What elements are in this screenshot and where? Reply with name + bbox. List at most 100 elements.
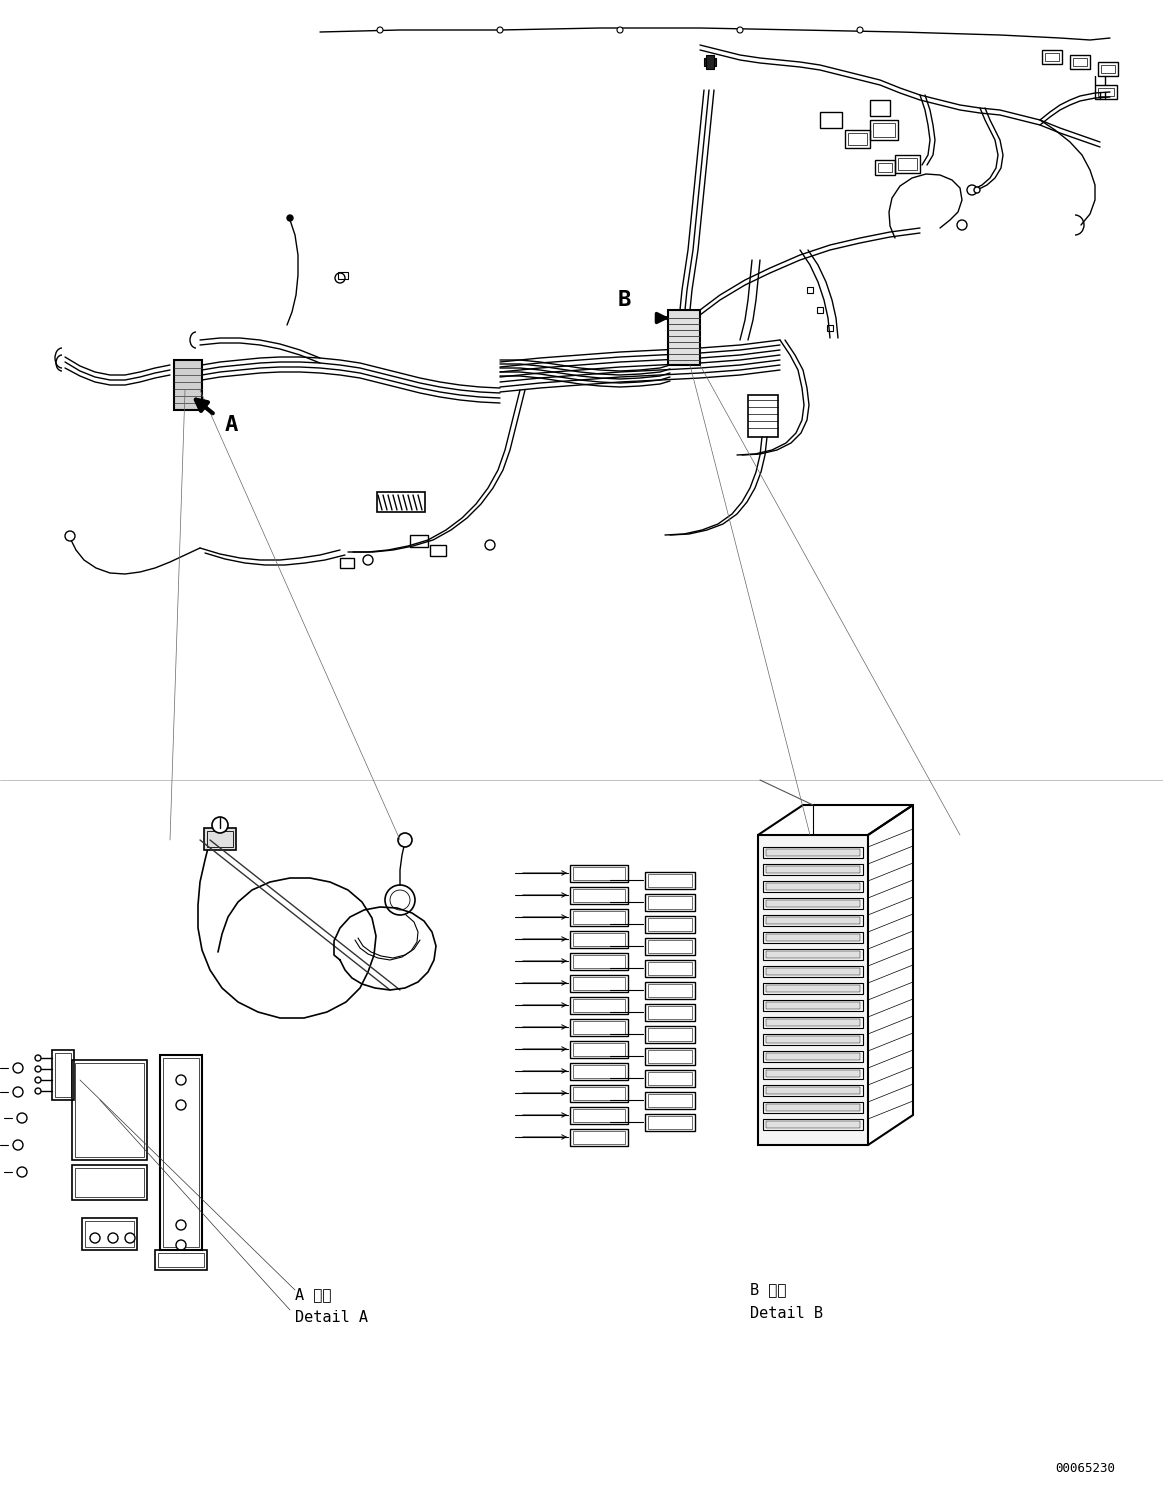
Bar <box>766 934 859 940</box>
Bar <box>766 1036 859 1043</box>
Bar <box>763 847 863 859</box>
Bar <box>648 1116 692 1129</box>
Bar <box>645 1092 695 1109</box>
Circle shape <box>737 27 743 33</box>
Bar <box>766 985 859 992</box>
Bar <box>72 1165 147 1199</box>
Bar <box>570 931 628 948</box>
Circle shape <box>124 1234 135 1242</box>
Bar <box>645 894 695 911</box>
Circle shape <box>13 1140 23 1150</box>
Bar <box>748 394 778 437</box>
Bar <box>645 960 695 978</box>
Circle shape <box>35 1065 41 1071</box>
Bar <box>573 1131 625 1144</box>
Circle shape <box>287 214 293 222</box>
Bar <box>766 1104 859 1112</box>
Bar <box>766 1120 859 1128</box>
Bar <box>1098 88 1114 97</box>
Text: Detail A: Detail A <box>295 1311 368 1326</box>
Bar <box>573 888 625 902</box>
Bar <box>207 830 233 847</box>
Bar <box>763 865 863 875</box>
Bar <box>758 835 868 1144</box>
Bar <box>1073 58 1087 65</box>
Bar <box>570 1129 628 1146</box>
Bar <box>766 917 859 924</box>
Bar <box>573 1109 625 1122</box>
Bar <box>74 1062 144 1158</box>
Bar <box>763 949 863 960</box>
Bar <box>873 124 896 137</box>
Bar <box>645 1115 695 1131</box>
Bar <box>807 287 813 293</box>
Bar <box>766 900 859 908</box>
Bar <box>878 164 892 173</box>
Bar <box>766 1070 859 1077</box>
Bar <box>163 1058 199 1247</box>
Bar <box>766 1019 859 1027</box>
Bar <box>570 887 628 905</box>
Bar <box>668 310 700 365</box>
Bar <box>704 58 716 65</box>
Circle shape <box>176 1100 186 1110</box>
Bar <box>648 984 692 997</box>
Bar <box>160 1055 202 1250</box>
Circle shape <box>966 185 977 195</box>
Bar <box>1101 65 1115 73</box>
Bar <box>763 1016 863 1028</box>
Bar <box>645 982 695 998</box>
Bar <box>648 1028 692 1042</box>
Circle shape <box>176 1074 186 1085</box>
Bar <box>573 998 625 1012</box>
Text: A: A <box>224 415 238 434</box>
Circle shape <box>973 187 980 193</box>
Bar <box>648 1006 692 1019</box>
Circle shape <box>857 27 863 33</box>
Bar <box>766 1088 859 1094</box>
Bar <box>570 975 628 992</box>
Bar <box>766 951 859 958</box>
Bar <box>377 493 424 512</box>
Bar <box>1096 85 1116 100</box>
Circle shape <box>65 531 74 542</box>
Bar <box>1042 51 1062 64</box>
Bar <box>766 850 859 856</box>
Bar <box>763 1085 863 1097</box>
Bar <box>648 1071 692 1085</box>
Circle shape <box>17 1113 27 1123</box>
Bar <box>52 1051 74 1100</box>
Bar <box>174 360 202 411</box>
Bar <box>570 1085 628 1103</box>
Bar <box>763 915 863 926</box>
Circle shape <box>398 833 412 847</box>
Bar <box>573 1021 625 1034</box>
Bar <box>573 1088 625 1100</box>
Bar <box>763 1103 863 1113</box>
Bar <box>766 1001 859 1009</box>
Bar <box>573 1065 625 1077</box>
Circle shape <box>957 220 966 231</box>
Bar <box>763 1119 863 1129</box>
Text: 00065230: 00065230 <box>1055 1461 1115 1475</box>
Text: B: B <box>618 290 632 310</box>
Bar <box>85 1222 134 1247</box>
Bar <box>645 1004 695 1021</box>
Bar <box>645 1048 695 1065</box>
Bar <box>896 155 920 173</box>
Bar <box>875 161 896 176</box>
Circle shape <box>390 890 411 911</box>
Bar <box>573 1043 625 1056</box>
Bar <box>870 100 890 116</box>
Bar <box>827 324 833 330</box>
Bar <box>763 881 863 891</box>
Bar <box>1098 62 1118 76</box>
Circle shape <box>176 1220 186 1231</box>
Circle shape <box>618 27 623 33</box>
Bar <box>570 952 628 970</box>
Circle shape <box>13 1088 23 1097</box>
Bar <box>820 112 842 128</box>
Bar <box>570 1042 628 1058</box>
Bar <box>570 1062 628 1080</box>
Bar <box>645 917 695 933</box>
